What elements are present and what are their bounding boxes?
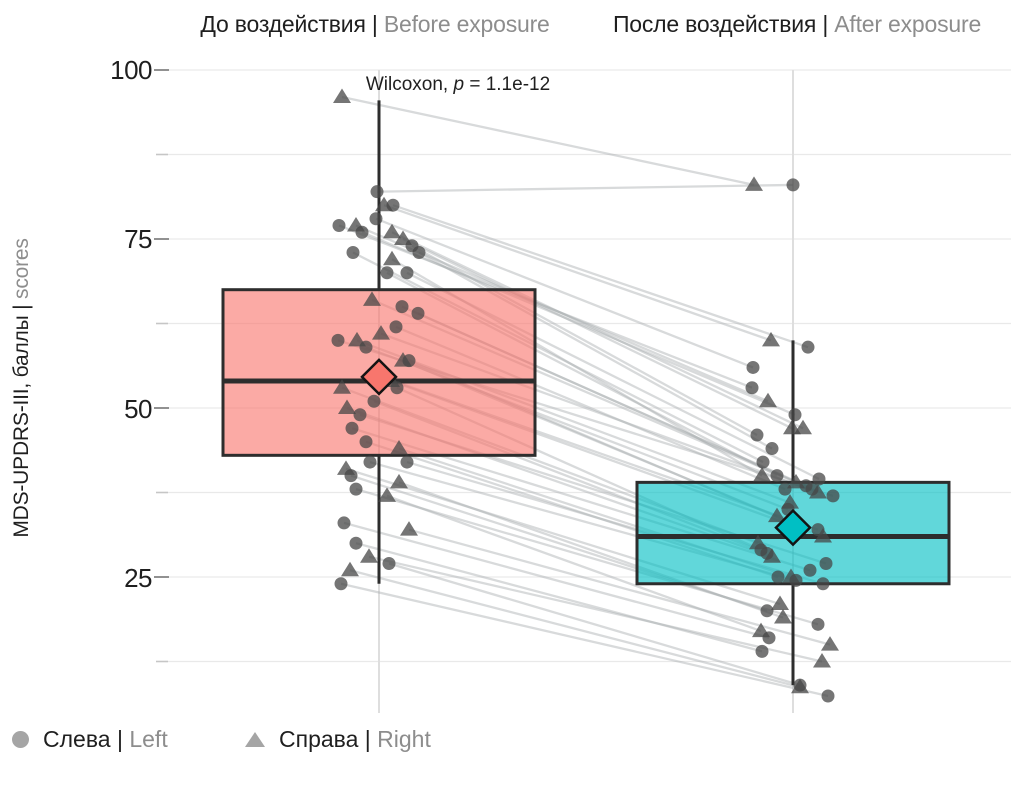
legend-left-ru: Слева bbox=[43, 725, 111, 752]
pvalue-annotation: Wilcoxon, p = 1.1e-12 bbox=[366, 74, 550, 96]
legend-left-en: Left bbox=[129, 725, 168, 752]
group-title-before-en: Before exposure bbox=[383, 11, 550, 37]
pvalue-annotation-prefix: Wilcoxon, bbox=[365, 74, 454, 95]
legend-item-left: Слева | Left bbox=[12, 725, 168, 753]
title-separator: | bbox=[816, 11, 835, 37]
triangle-marker-icon bbox=[245, 731, 265, 747]
legend-separator: | bbox=[110, 725, 130, 752]
group-title-after-ru: После воздействия bbox=[612, 11, 817, 37]
y-axis-title-en: scores bbox=[10, 238, 33, 299]
group-title-before: До воздействия | Before exposure bbox=[200, 11, 550, 38]
y-axis-title-ru: MDS-UPDRS-III, баллы bbox=[10, 315, 33, 538]
legend-item-right: Справа | Right bbox=[245, 725, 431, 753]
y-tick-label-25: 25 bbox=[124, 563, 152, 593]
group-title-before-ru: До воздействия bbox=[200, 11, 366, 37]
y-tick-label-50: 50 bbox=[124, 394, 152, 424]
pvalue-annotation-stat: p bbox=[453, 74, 465, 95]
legend-right-ru: Справа bbox=[279, 725, 359, 752]
legend-separator: | bbox=[358, 725, 378, 752]
group-title-after: После воздействия | After exposure bbox=[613, 11, 981, 38]
group-title-after-en: After exposure bbox=[834, 11, 982, 37]
legend-right-en: Right bbox=[377, 725, 431, 752]
y-axis-title: MDS-UPDRS-III, баллы | scores bbox=[10, 238, 34, 537]
title-separator: | bbox=[365, 11, 384, 37]
y-tick-label-100: 100 bbox=[110, 55, 152, 85]
y-tick-label-75: 75 bbox=[124, 224, 152, 254]
circle-marker-icon bbox=[12, 730, 29, 748]
pvalue-annotation-value: = 1.1e-12 bbox=[464, 74, 551, 95]
y-axis-title-separator: | bbox=[10, 298, 33, 316]
